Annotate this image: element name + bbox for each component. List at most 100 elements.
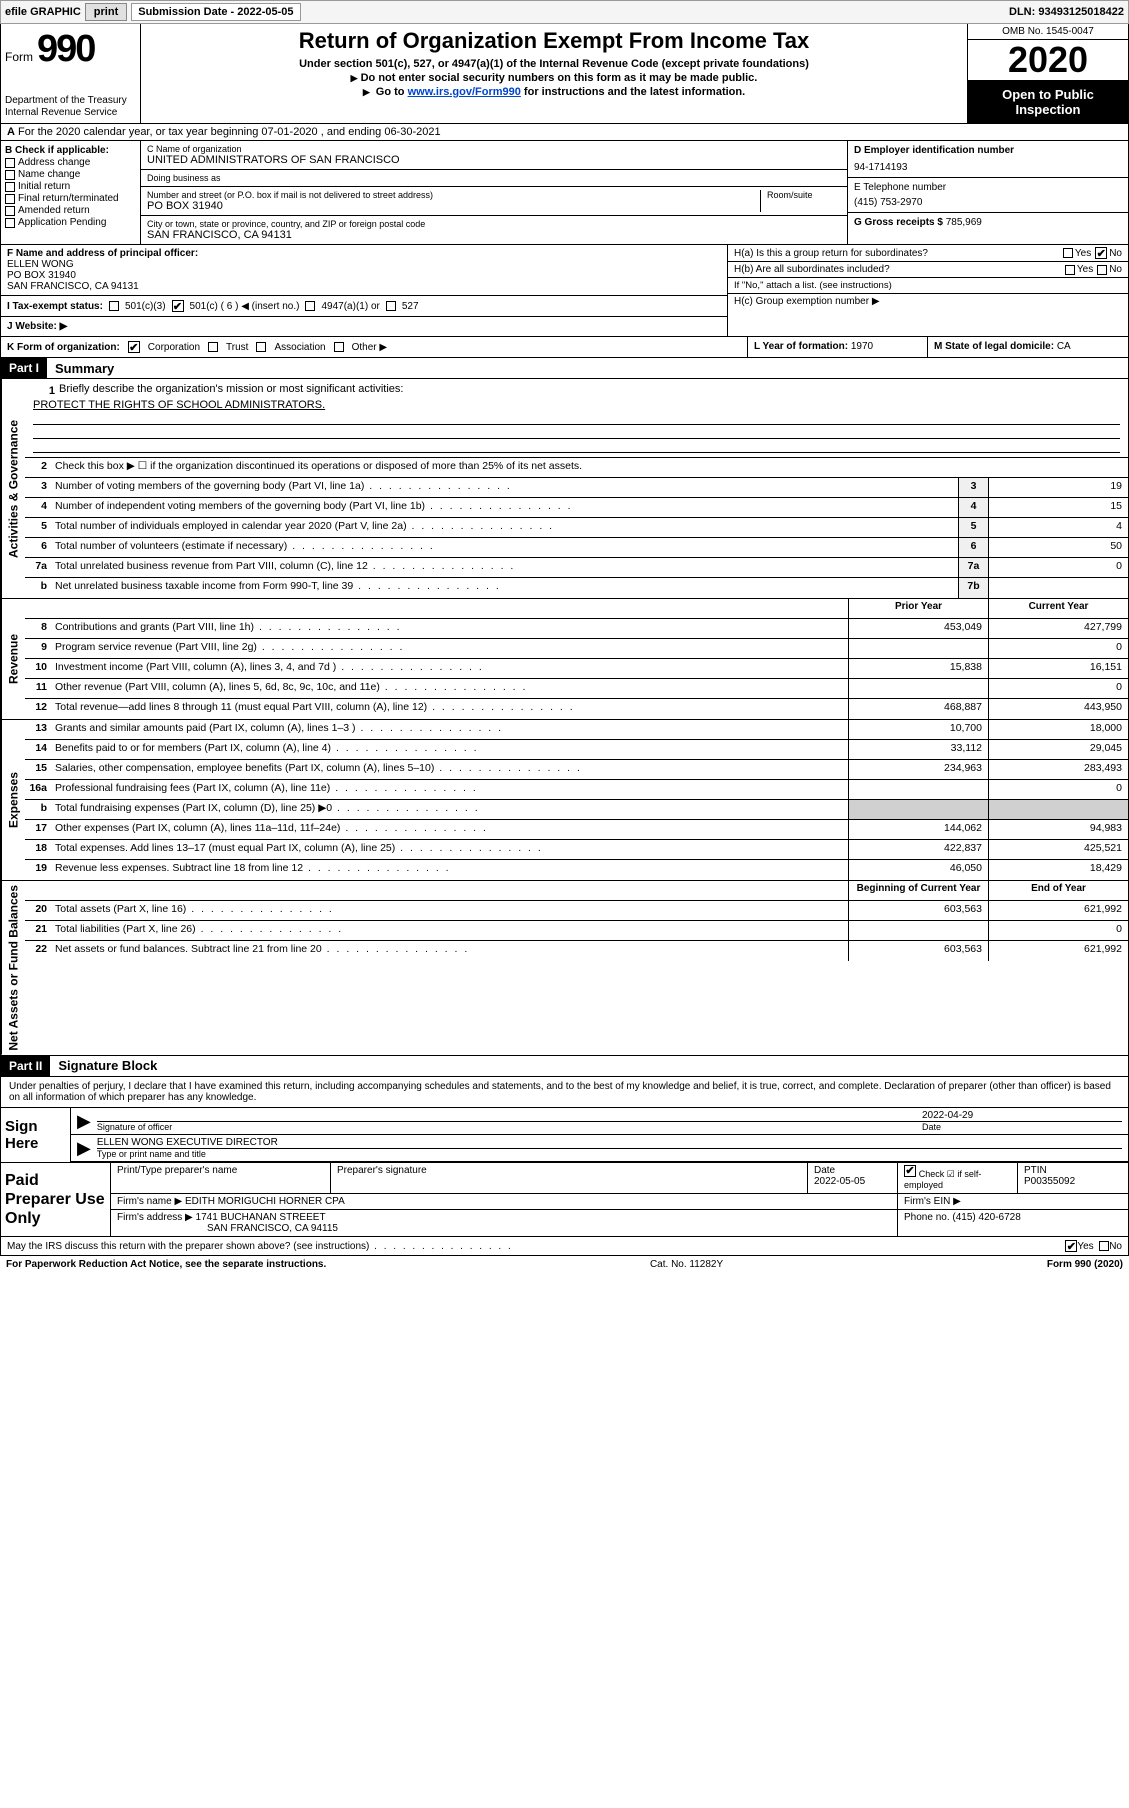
rule-line <box>33 427 1120 439</box>
header-sub1: Under section 501(c), 527, or 4947(a)(1)… <box>151 58 957 70</box>
chk-address-change[interactable]: Address change <box>5 157 136 168</box>
checkbox-icon[interactable] <box>334 342 344 352</box>
sub3-pre: Go to <box>376 86 408 98</box>
checkbox-checked-icon[interactable] <box>1065 1240 1077 1252</box>
checkbox-icon[interactable] <box>305 301 315 311</box>
checkbox-icon[interactable] <box>256 342 266 352</box>
print-name-cell: Print/Type preparer's name <box>111 1163 331 1193</box>
curr-val: 283,493 <box>988 760 1128 779</box>
checkbox-icon[interactable] <box>1065 265 1075 275</box>
f-addr1: PO BOX 31940 <box>7 270 76 281</box>
firm-ein-cell: Firm's EIN ▶ <box>898 1194 1128 1209</box>
row-num: 21 <box>25 921 51 940</box>
i-501c: 501(c) ( 6 ) ◀ (insert no.) <box>190 301 300 312</box>
firm-name-cell: Firm's name ▶ EDITH MORIGUCHI HORNER CPA <box>111 1194 898 1209</box>
sig-date: 2022-04-29 <box>922 1110 1122 1121</box>
sig-date-label: Date <box>922 1121 1122 1132</box>
print-button[interactable]: print <box>85 3 127 21</box>
gross-cell: G Gross receipts $ 785,969 <box>848 213 1128 232</box>
prior-val: 33,112 <box>848 740 988 759</box>
curr-val: 0 <box>988 780 1128 799</box>
curr-val: 425,521 <box>988 840 1128 859</box>
header-sub2: Do not enter social security numbers on … <box>151 72 957 84</box>
prep-row-1: Print/Type preparer's name Preparer's si… <box>111 1163 1128 1194</box>
bcd-block: B Check if applicable: Address change Na… <box>0 141 1129 245</box>
col-b-header: B Check if applicable: <box>5 145 136 156</box>
checkbox-icon[interactable] <box>1099 1241 1109 1251</box>
dba-cell: Doing business as <box>141 170 847 187</box>
chk-amended[interactable]: Amended return <box>5 205 136 216</box>
col-c: C Name of organization UNITED ADMINISTRA… <box>141 141 848 244</box>
form990-link[interactable]: www.irs.gov/Form990 <box>408 86 521 98</box>
prior-val <box>848 679 988 698</box>
ein-value: 94-1714193 <box>854 162 1122 173</box>
form-header: Form 990 Department of the Treasury Inte… <box>0 24 1129 124</box>
row-text: Other revenue (Part VIII, column (A), li… <box>51 679 848 698</box>
table-row: bTotal fundraising expenses (Part IX, co… <box>25 800 1128 820</box>
city-cell: City or town, state or province, country… <box>141 216 847 244</box>
row-num: 18 <box>25 840 51 859</box>
header-right: OMB No. 1545-0047 2020 Open to Public In… <box>968 24 1128 123</box>
chk-initial-return[interactable]: Initial return <box>5 181 136 192</box>
k-left: K Form of organization: Corporation Trus… <box>1 337 748 357</box>
checkbox-checked-icon[interactable] <box>1095 247 1107 259</box>
firm-addr-cell: Firm's address ▶ 1741 BUCHANAN STREEET S… <box>111 1210 898 1236</box>
l-val: 1970 <box>851 341 873 352</box>
chk-pending[interactable]: Application Pending <box>5 217 136 228</box>
curr-val: 18,429 <box>988 860 1128 880</box>
prior-val: 144,062 <box>848 820 988 839</box>
row-text: Revenue less expenses. Subtract line 18 … <box>51 860 848 880</box>
begin-year-hdr: Beginning of Current Year <box>848 881 988 900</box>
col-b: B Check if applicable: Address change Na… <box>1 141 141 244</box>
checkbox-checked-icon[interactable] <box>904 1165 916 1177</box>
sig-officer-label: Signature of officer <box>97 1121 922 1132</box>
header-left: Form 990 Department of the Treasury Inte… <box>1 24 141 123</box>
prior-year-hdr: Prior Year <box>848 599 988 618</box>
checkbox-checked-icon[interactable] <box>172 300 184 312</box>
chk-final-return[interactable]: Final return/terminated <box>5 193 136 204</box>
checkbox-icon[interactable] <box>109 301 119 311</box>
i-527: 527 <box>402 301 419 312</box>
curr-val: 443,950 <box>988 699 1128 719</box>
sign-here-right: ▶ Signature of officer 2022-04-29 Date ▶… <box>71 1108 1128 1162</box>
table-row: 10Investment income (Part VIII, column (… <box>25 659 1128 679</box>
checkbox-icon[interactable] <box>1097 265 1107 275</box>
part1-badge: Part I <box>1 358 47 378</box>
curr-val: 29,045 <box>988 740 1128 759</box>
governance-section: Activities & Governance 1Briefly describ… <box>0 379 1129 599</box>
row-num: 22 <box>25 941 51 961</box>
table-row: 16aProfessional fundraising fees (Part I… <box>25 780 1128 800</box>
table-row: 13Grants and similar amounts paid (Part … <box>25 720 1128 740</box>
org-name-cell: C Name of organization UNITED ADMINISTRA… <box>141 141 847 170</box>
ptin-cell: PTIN P00355092 <box>1018 1163 1128 1193</box>
checkbox-icon[interactable] <box>208 342 218 352</box>
row-num: 12 <box>25 699 51 719</box>
chk-name-change[interactable]: Name change <box>5 169 136 180</box>
org-name: UNITED ADMINISTRATORS OF SAN FRANCISCO <box>147 154 841 166</box>
sig-name-field: ELLEN WONG EXECUTIVE DIRECTOR Type or pr… <box>97 1137 1122 1159</box>
h-c-label: H(c) Group exemption number ▶ <box>734 296 880 307</box>
h-a-row: H(a) Is this a group return for subordin… <box>728 245 1128 262</box>
checkbox-checked-icon[interactable] <box>128 341 140 353</box>
row-num: 9 <box>25 639 51 658</box>
row-num: b <box>25 800 51 819</box>
prior-val: 422,837 <box>848 840 988 859</box>
addr-value: PO BOX 31940 <box>147 200 754 212</box>
sig-name-row: ▶ ELLEN WONG EXECUTIVE DIRECTOR Type or … <box>71 1135 1128 1162</box>
col-headers: Prior Year Current Year <box>25 599 1128 619</box>
table-row: 11Other revenue (Part VIII, column (A), … <box>25 679 1128 699</box>
row-num: 17 <box>25 820 51 839</box>
table-row: 18Total expenses. Add lines 13–17 (must … <box>25 840 1128 860</box>
checkbox-icon[interactable] <box>386 301 396 311</box>
part2-header-row: Part II Signature Block <box>0 1056 1129 1077</box>
checkbox-icon[interactable] <box>1063 248 1073 258</box>
prior-val: 603,563 <box>848 901 988 920</box>
phone-cell: Phone no. (415) 420-6728 <box>898 1210 1128 1236</box>
row-text: Professional fundraising fees (Part IX, … <box>51 780 848 799</box>
row-7a: 7aTotal unrelated business revenue from … <box>25 558 1128 578</box>
curr-val: 621,992 <box>988 901 1128 920</box>
paid-preparer-right: Print/Type preparer's name Preparer's si… <box>111 1163 1128 1237</box>
curr-val: 621,992 <box>988 941 1128 961</box>
curr-val: 18,000 <box>988 720 1128 739</box>
expenses-vert-label: Expenses <box>1 720 25 880</box>
